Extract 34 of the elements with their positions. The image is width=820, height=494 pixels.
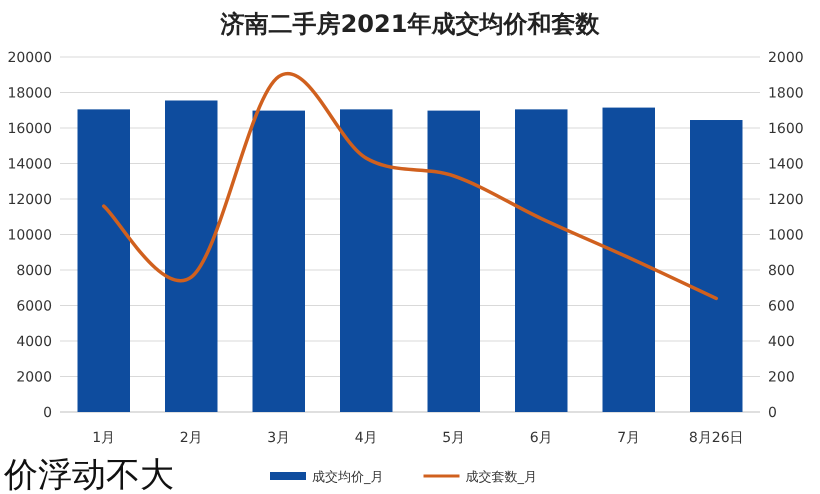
y-tick-label: 18000 — [7, 86, 52, 102]
y2-tick-label: 0 — [768, 405, 777, 421]
x-tick-label: 4月 — [354, 430, 378, 446]
y2-tick-label: 800 — [768, 263, 795, 279]
y2-tick-label: 1800 — [768, 86, 804, 102]
x-tick-label: 7月 — [617, 430, 640, 446]
y-tick-label: 12000 — [7, 192, 52, 208]
legend-label: 成交套数_月 — [466, 469, 537, 485]
x-tick-label: 5月 — [442, 430, 466, 446]
legend-label: 成交均价_月 — [312, 469, 384, 485]
y2-tick-label: 1600 — [768, 121, 804, 137]
y-tick-label: 0 — [43, 405, 52, 421]
text: 价浮动不大 — [3, 455, 174, 494]
y-tick-label: 10000 — [7, 228, 52, 244]
y-tick-label: 8000 — [16, 263, 52, 279]
y-tick-label: 14000 — [7, 156, 52, 172]
y-tick-label: 4000 — [16, 334, 52, 350]
y-tick-label: 16000 — [7, 121, 52, 137]
y2-tick-label: 2000 — [768, 50, 804, 66]
x-tick-label: 6月 — [530, 430, 553, 446]
y2-tick-label: 1200 — [768, 192, 804, 208]
y2-tick-label: 600 — [768, 298, 795, 314]
y2-tick-label: 400 — [768, 334, 795, 350]
x-tick-label: 8月26日 — [688, 430, 744, 446]
y-tick-label: 2000 — [16, 370, 52, 386]
x-tick-label: 1月 — [92, 430, 116, 446]
y-tick-label: 20000 — [7, 50, 52, 66]
y2-tick-label: 1000 — [768, 228, 804, 244]
y2-tick-label: 1400 — [768, 156, 804, 172]
x-tick-label: 3月 — [267, 430, 290, 446]
chart-title: 济南二手房2021年成交均价和套数 — [220, 10, 600, 38]
y-tick-label: 6000 — [16, 298, 52, 314]
x-tick-label: 2月 — [180, 430, 203, 446]
y2-tick-label: 200 — [768, 370, 795, 386]
